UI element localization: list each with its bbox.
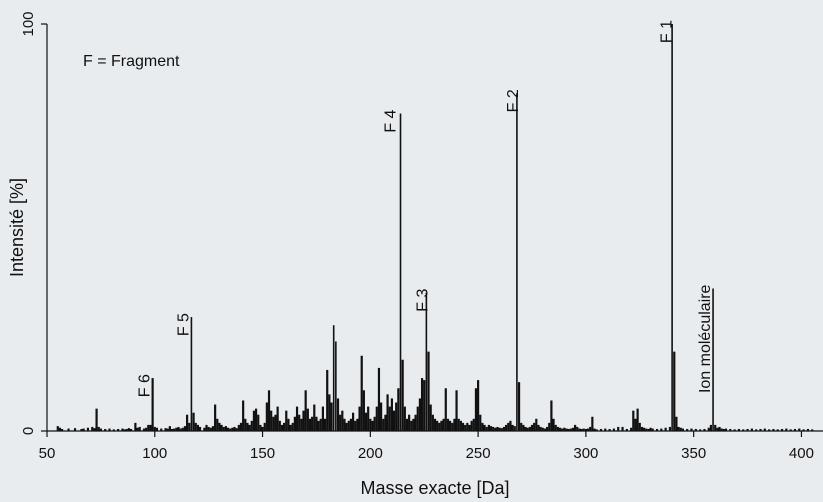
x-axis-title: Masse exacte [Da] [360,478,509,498]
chart-axes: 50 100 150 200 250 300 350 400 0 100 F 1 F 2 F 4 F 3 F… [20,11,823,462]
x-tick-label: 150 [250,445,275,462]
peak-annotation: F 1 [658,20,675,43]
chart-labels: F = Fragment Masse exacte [Da] Intensité… [7,53,510,498]
peak-annotation: F 6 [137,374,154,397]
spectrum-bars [56,24,814,431]
x-tick-label: 400 [789,445,814,462]
peak-annotation: F 5 [175,313,192,336]
x-tick-label: 300 [573,445,598,462]
y-axis-title: Intensité [%] [7,178,27,277]
x-tick-label: 50 [39,445,56,462]
x-tick-label: 350 [681,445,706,462]
x-tick-label: 200 [358,445,383,462]
y-tick-label: 0 [20,427,37,435]
y-tick-label: 100 [20,11,37,36]
x-tick-label: 250 [466,445,491,462]
peak-annotation: F 2 [505,89,522,112]
peak-annotation: F 4 [382,109,399,132]
peak-annotation: F 3 [415,289,432,312]
x-tick-label: 100 [142,445,167,462]
fragment-note: F = Fragment [83,53,180,70]
peak-annotation: Ion moléculaire [697,284,714,393]
